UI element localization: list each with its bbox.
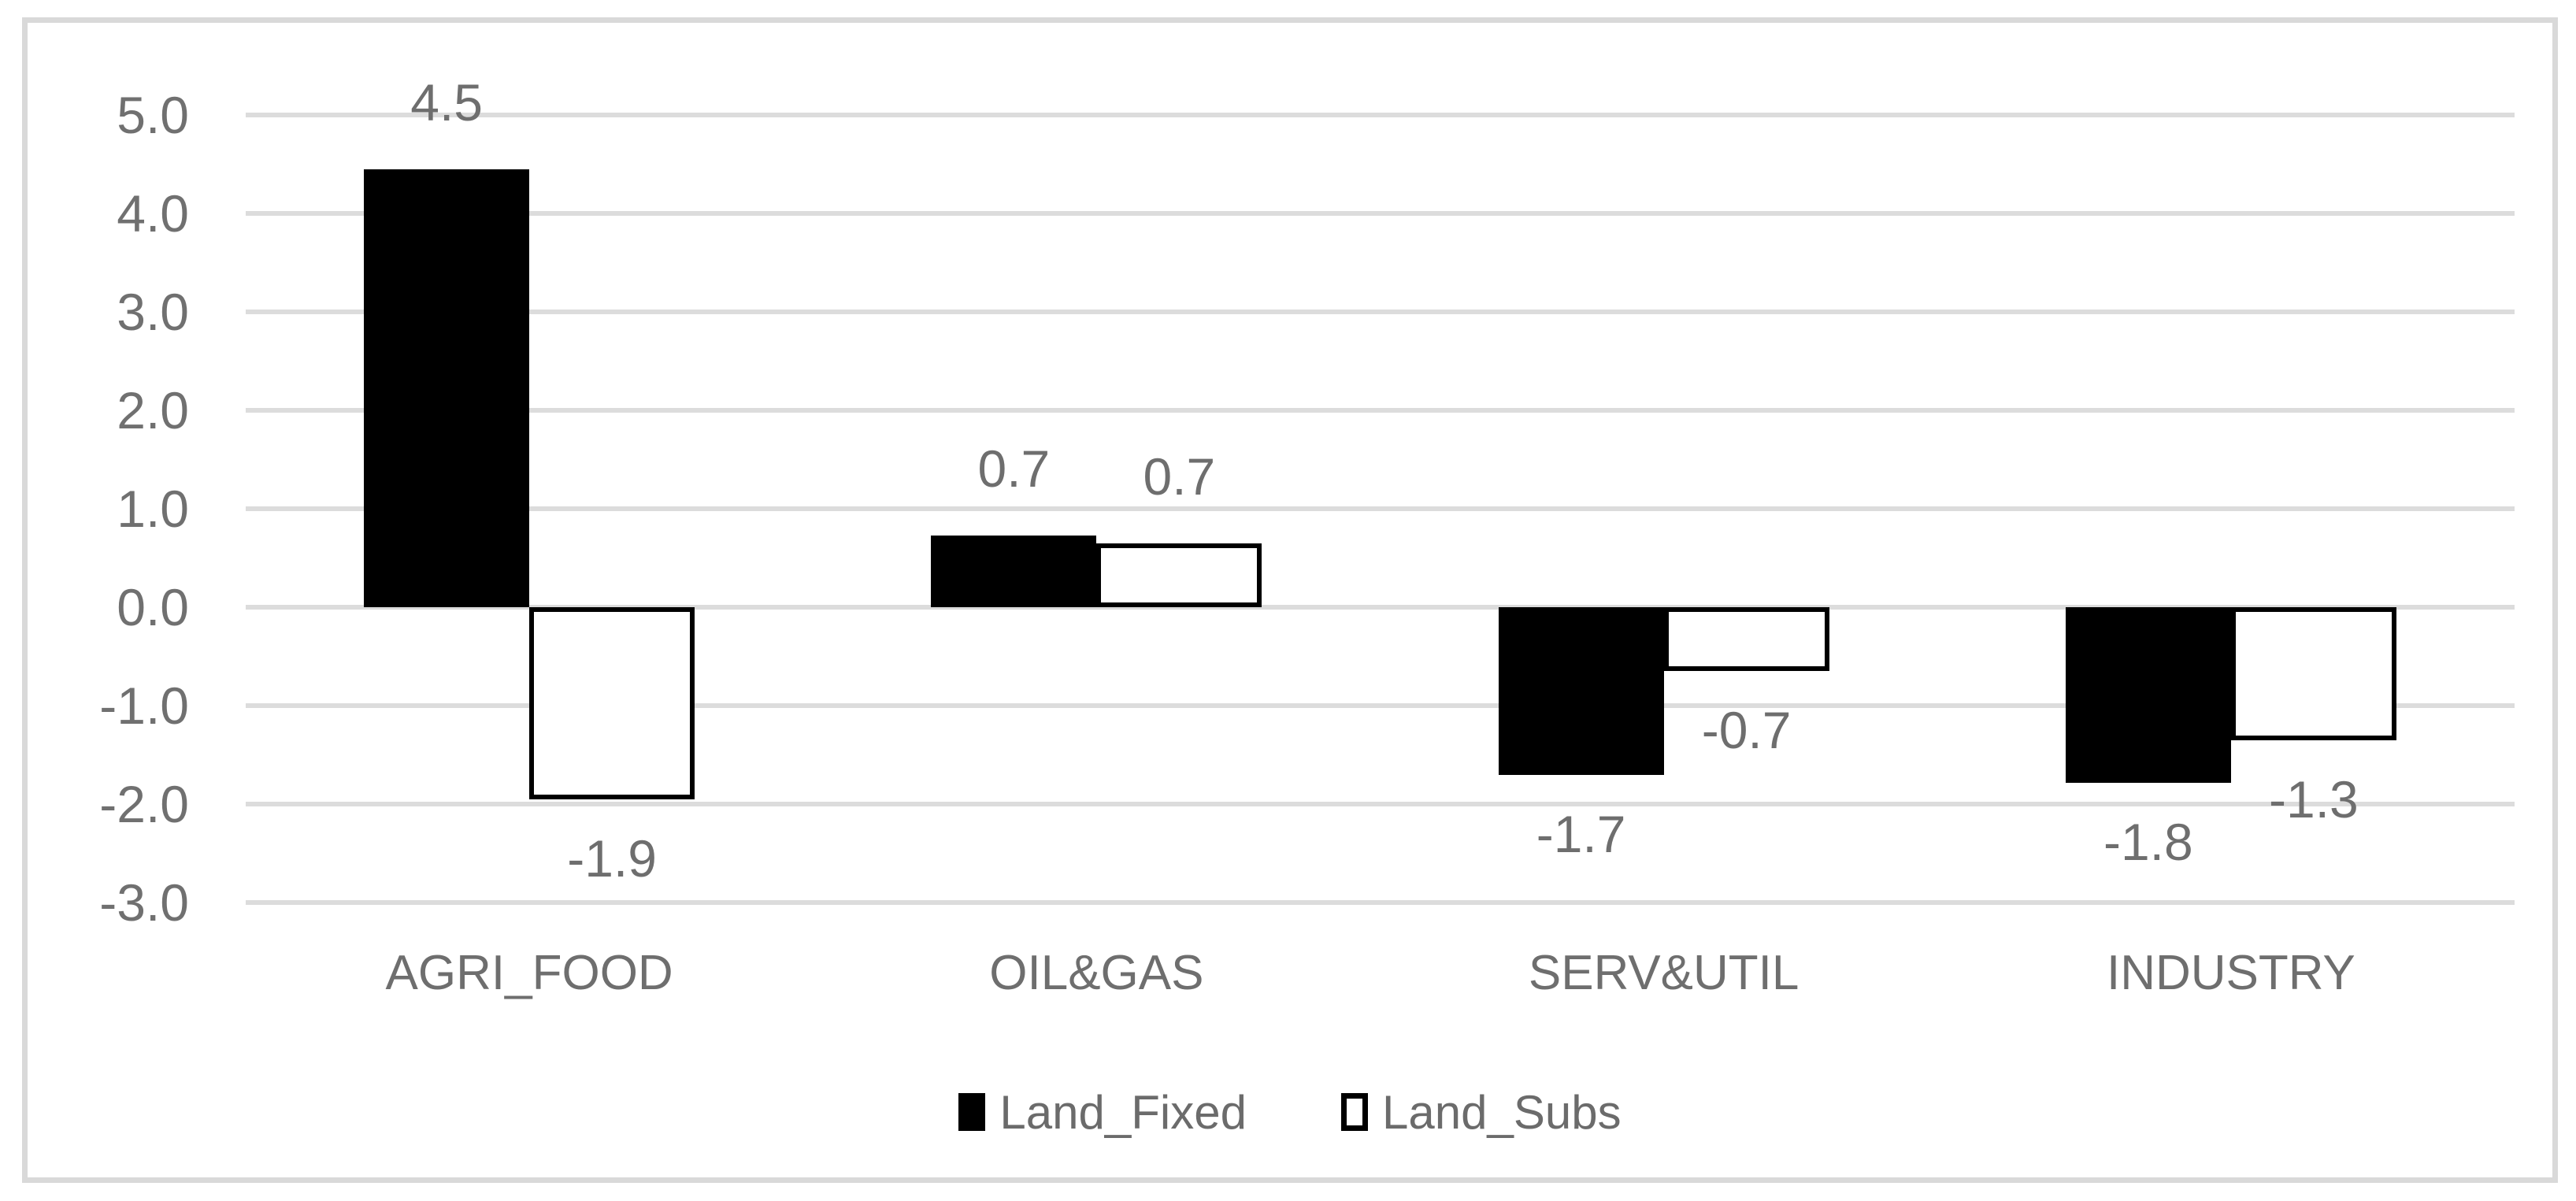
gridline (246, 310, 2515, 314)
x-axis-category-label-oil-gas: OIL&GAS (989, 946, 1204, 1000)
gridline (246, 605, 2515, 610)
y-axis-tick-label: 3.0 (117, 283, 189, 341)
gridline (246, 408, 2515, 413)
bar-land-fixed-oil-gas (931, 535, 1097, 607)
gridline (246, 802, 2515, 806)
legend-label-land-fixed: Land_Fixed (999, 1085, 1247, 1139)
y-axis-tick-label: 0.0 (117, 578, 189, 636)
legend-item-land-subs: Land_Subs (1340, 1085, 1622, 1140)
y-axis-tick-label: 1.0 (117, 480, 189, 538)
chart-frame: 5.0 4.0 3.0 2.0 1.0 0.0 -1.0 -2.0 -3.0 AGRI_FOOD 4… (22, 17, 2558, 1183)
gridline (246, 506, 2515, 511)
gridline (246, 211, 2515, 216)
gridline (246, 113, 2515, 117)
data-label-land-fixed-agri-food: 4.5 (410, 72, 483, 132)
bar-land-subs-industry (2230, 607, 2396, 740)
gridline (246, 900, 2515, 905)
data-label-land-fixed-oil-gas: 0.7 (977, 439, 1051, 498)
data-label-land-fixed-serv-util: -1.7 (1536, 804, 1626, 863)
legend-swatch-land-fixed-icon (958, 1093, 986, 1131)
bar-land-fixed-industry (2065, 607, 2231, 783)
bar-land-subs-oil-gas (1096, 543, 1262, 607)
x-axis-category-label-serv-util: SERV&UTIL (1528, 946, 1799, 1000)
y-axis-tick-label: -1.0 (99, 676, 189, 735)
data-label-land-subs-agri-food: -1.9 (567, 828, 657, 888)
y-axis-tick-label: 5.0 (117, 86, 189, 144)
gridline (246, 703, 2515, 708)
legend-swatch-land-subs-icon (1340, 1093, 1368, 1131)
bar-land-subs-agri-food (529, 607, 695, 799)
data-label-land-subs-serv-util: -0.7 (1701, 701, 1792, 760)
y-axis-tick-label: 2.0 (117, 381, 189, 439)
data-label-land-subs-oil-gas: 0.7 (1143, 447, 1216, 506)
bar-land-fixed-agri-food (364, 169, 530, 607)
data-label-land-subs-industry: -1.3 (2269, 769, 2359, 828)
plot-area: 5.0 4.0 3.0 2.0 1.0 0.0 -1.0 -2.0 -3.0 AGRI_FOOD 4… (99, 75, 2515, 1000)
x-axis-category-label-agri-food: AGRI_FOOD (385, 946, 673, 1000)
legend-item-land-fixed: Land_Fixed (958, 1085, 1247, 1140)
bar-land-subs-serv-util (1663, 607, 1829, 672)
data-label-land-fixed-industry: -1.8 (2103, 812, 2193, 871)
y-axis-tick-label: 4.0 (117, 184, 189, 243)
bar-land-fixed-serv-util (1498, 607, 1664, 775)
legend: Land_Fixed Land_Subs (28, 1076, 2552, 1148)
x-axis-category-label-industry: INDUSTRY (2106, 946, 2355, 1000)
y-axis-tick-label: -3.0 (99, 873, 189, 932)
legend-label-land-subs: Land_Subs (1381, 1085, 1622, 1139)
y-axis-tick-label: -2.0 (99, 775, 189, 833)
